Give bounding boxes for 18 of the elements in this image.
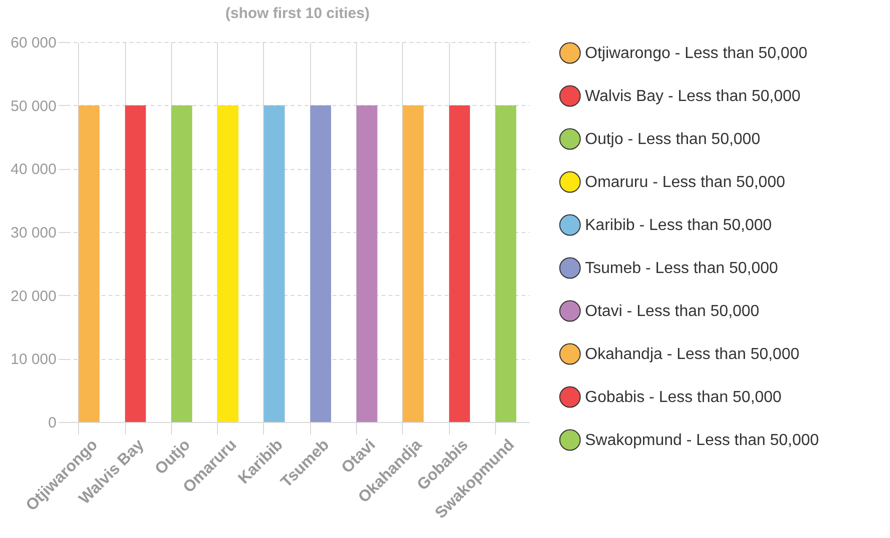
y-tick-label: 10 000 (10, 351, 56, 368)
y-tick-label: 30 000 (10, 224, 56, 242)
legend-label: Otjiwarongo - Less than 50,000 (585, 45, 808, 62)
y-tick-label: 20 000 (10, 288, 56, 305)
legend-label: Gobabis - Less than 50,000 (585, 389, 782, 406)
y-tick-label: 60 000 (10, 34, 56, 52)
legend-label: Karibib - Less than 50,000 (585, 217, 772, 234)
legend-label: Swakopmund - Less than 50,000 (585, 432, 820, 449)
legend-label: Okahandja - Less than 50,000 (585, 346, 800, 363)
legend-label: Outjo - Less than 50,000 (585, 131, 760, 148)
y-tick-label: 40 000 (10, 161, 56, 178)
legend-label: Tsumeb - Less than 50,000 (585, 260, 778, 277)
chart-title: (show first 10 cities) (225, 5, 370, 22)
legend-label: Otavi - Less than 50,000 (585, 303, 760, 320)
y-tick-label: 50 000 (10, 98, 56, 115)
legend-label: Omaruru - Less than 50,000 (585, 174, 786, 191)
legend-label: Walvis Bay - Less than 50,000 (585, 88, 801, 105)
y-tick-label: 0 (48, 414, 56, 432)
